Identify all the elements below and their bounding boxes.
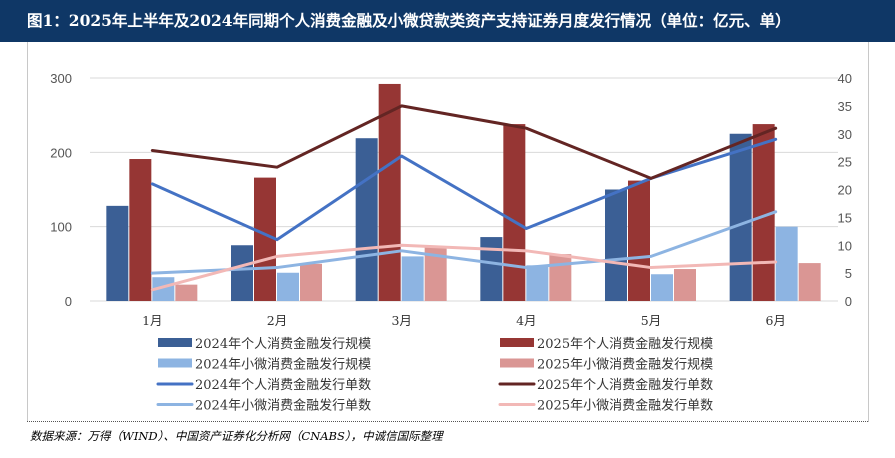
x-category-label: 2月 bbox=[267, 313, 287, 328]
bar bbox=[729, 133, 752, 301]
bar bbox=[798, 263, 821, 301]
x-category-label: 1月 bbox=[142, 313, 162, 328]
bar bbox=[106, 205, 129, 301]
series-line bbox=[150, 104, 778, 180]
series-line bbox=[150, 137, 778, 242]
legend-swatch bbox=[500, 358, 534, 368]
bar bbox=[674, 269, 696, 301]
bar bbox=[605, 189, 627, 301]
bar bbox=[628, 180, 650, 301]
x-category-label: 6月 bbox=[765, 313, 785, 328]
y2-tick-label: 40 bbox=[838, 71, 852, 86]
y-tick-label: 300 bbox=[50, 71, 72, 86]
legend-label: 2024年个人消费金融发行规模 bbox=[195, 336, 371, 352]
x-category-label: 4月 bbox=[516, 313, 536, 328]
x-category-label: 5月 bbox=[641, 313, 661, 328]
bar bbox=[775, 226, 798, 301]
bar bbox=[480, 237, 503, 301]
y2-tick-label: 35 bbox=[838, 99, 852, 114]
y-tick-label: 200 bbox=[50, 145, 72, 160]
bar bbox=[175, 284, 198, 301]
bar bbox=[503, 124, 526, 301]
bar bbox=[752, 124, 775, 301]
series-line bbox=[150, 210, 778, 275]
bar bbox=[231, 245, 253, 301]
bar bbox=[549, 254, 572, 301]
bar bbox=[152, 277, 175, 301]
bar bbox=[129, 159, 152, 301]
chart-frame bbox=[27, 42, 869, 422]
bar bbox=[355, 138, 378, 301]
legend-label: 2024年小微消费金融发行单数 bbox=[195, 398, 371, 414]
y2-tick-label: 30 bbox=[838, 127, 852, 142]
bar bbox=[651, 274, 673, 301]
y2-tick-label: 0 bbox=[845, 294, 852, 309]
legend-label: 2025年个人消费金融发行单数 bbox=[537, 377, 713, 393]
y2-tick-label: 5 bbox=[845, 266, 852, 281]
legend-swatch bbox=[500, 338, 534, 347]
y2-tick-label: 20 bbox=[838, 183, 852, 198]
legend-label: 2024年个人消费金融发行单数 bbox=[195, 377, 371, 393]
y2-tick-label: 10 bbox=[838, 238, 852, 253]
legend-label: 2025年个人消费金融发行规模 bbox=[537, 336, 713, 352]
legend-label: 2025年小微消费金融发行单数 bbox=[537, 398, 713, 414]
legend-swatch bbox=[158, 358, 192, 368]
source-divider bbox=[27, 421, 868, 422]
legend-label: 2024年小微消费金融发行规模 bbox=[195, 357, 371, 373]
legend-swatch bbox=[158, 338, 192, 347]
y2-tick-label: 15 bbox=[838, 210, 852, 225]
bar bbox=[300, 263, 322, 301]
bar bbox=[401, 256, 424, 301]
chart-title: 图1：2025年上半年及2024年同期个人消费金融及小微贷款类资产支持证券月度发… bbox=[27, 11, 791, 30]
x-category-label: 3月 bbox=[391, 313, 411, 328]
series-line bbox=[150, 243, 778, 292]
data-source-note: 数据来源：万得（WIND）、中国资产证券化分析网（CNABS），中诚信国际整理 bbox=[30, 429, 443, 443]
y2-tick-label: 25 bbox=[838, 155, 852, 170]
legend-label: 2025年小微消费金融发行规模 bbox=[537, 357, 713, 373]
bar bbox=[526, 265, 549, 301]
y-tick-label: 100 bbox=[50, 220, 72, 235]
bar bbox=[424, 247, 447, 301]
bar bbox=[254, 177, 276, 301]
title-bar: 图1：2025年上半年及2024年同期个人消费金融及小微贷款类资产支持证券月度发… bbox=[0, 0, 895, 42]
y-tick-label: 0 bbox=[65, 294, 72, 309]
bar bbox=[277, 272, 299, 301]
